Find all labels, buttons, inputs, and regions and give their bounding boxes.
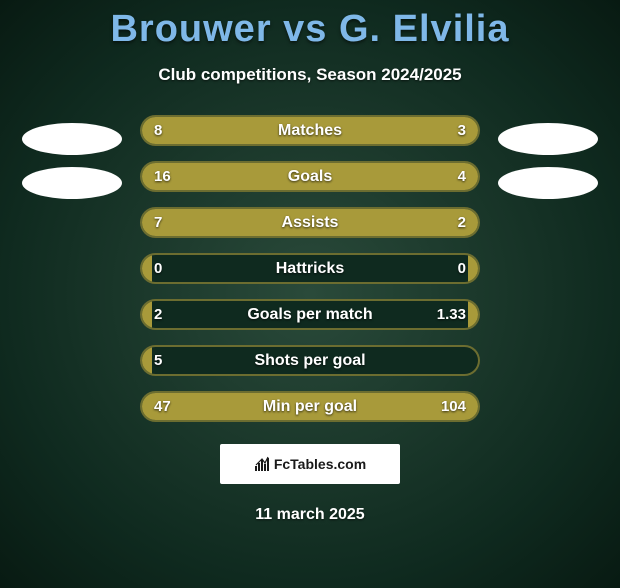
date-label: 11 march 2025 xyxy=(0,506,620,524)
stat-row: 72Assists xyxy=(140,207,480,238)
subtitle: Club competitions, Season 2024/2025 xyxy=(0,65,620,85)
stat-label: Min per goal xyxy=(142,393,478,420)
stat-label: Hattricks xyxy=(142,255,478,282)
branding-text: FcTables.com xyxy=(274,456,366,472)
right-logos xyxy=(498,123,598,199)
stat-bars: 83Matches 164Goals 72Assists 00Hattricks 21.… xyxy=(140,115,480,422)
left-logos xyxy=(22,123,122,199)
team-logo-placeholder xyxy=(22,167,122,199)
team-logo-placeholder xyxy=(498,123,598,155)
stat-label: Assists xyxy=(142,209,478,236)
stat-label: Goals per match xyxy=(142,301,478,328)
stat-row: 164Goals xyxy=(140,161,480,192)
stat-row: 83Matches xyxy=(140,115,480,146)
comparison-content: 83Matches 164Goals 72Assists 00Hattricks 21.… xyxy=(0,115,620,422)
branding-badge[interactable]: FcTables.com xyxy=(220,444,400,484)
stat-row: 5Shots per goal xyxy=(140,345,480,376)
team-logo-placeholder xyxy=(22,123,122,155)
stat-label: Goals xyxy=(142,163,478,190)
page-title: Brouwer vs G. Elvilia xyxy=(0,8,620,51)
stat-label: Shots per goal xyxy=(142,347,478,374)
stat-row: 21.33Goals per match xyxy=(140,299,480,330)
stat-label: Matches xyxy=(142,117,478,144)
stat-row: 00Hattricks xyxy=(140,253,480,284)
chart-icon xyxy=(254,456,270,472)
team-logo-placeholder xyxy=(498,167,598,199)
stat-row: 47104Min per goal xyxy=(140,391,480,422)
